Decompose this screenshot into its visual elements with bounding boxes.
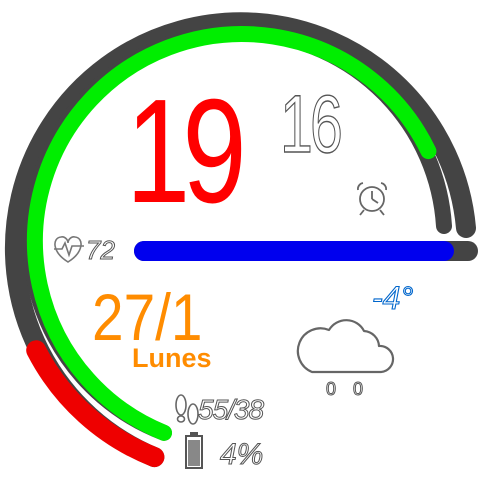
steps-value: 55/38 (198, 396, 263, 424)
heart-pulse-icon (54, 237, 84, 262)
footprints-icon (176, 395, 198, 424)
hour-display: 19 (126, 78, 239, 226)
temperature-value: -4° (372, 282, 413, 314)
cloud-icon (298, 320, 393, 372)
battery-icon (186, 432, 202, 468)
date-display: 27/1 (92, 284, 202, 350)
heart-rate-value: 72 (86, 237, 115, 263)
alarm-clock-icon (358, 183, 386, 215)
precipitation-value: 0 0 (326, 380, 369, 398)
minute-display: 16 (280, 84, 340, 166)
battery-level: 4% (220, 440, 263, 470)
weekday-label: Lunes (132, 345, 212, 372)
outer-ring-track (15, 22, 466, 457)
